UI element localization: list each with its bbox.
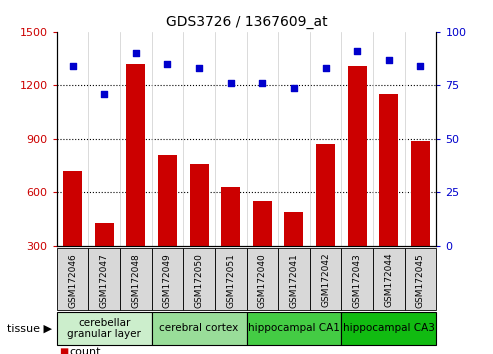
Bar bbox=[316, 144, 335, 246]
Bar bbox=[373, 248, 405, 310]
Bar bbox=[215, 248, 246, 310]
Bar bbox=[341, 248, 373, 310]
Text: hippocampal CA3: hippocampal CA3 bbox=[343, 323, 435, 333]
Text: GSM172050: GSM172050 bbox=[195, 253, 204, 308]
Point bbox=[69, 63, 76, 69]
Text: GSM172045: GSM172045 bbox=[416, 253, 425, 308]
Text: cerebellar
granular layer: cerebellar granular layer bbox=[67, 318, 141, 339]
Text: GSM172047: GSM172047 bbox=[100, 253, 108, 308]
Text: GSM172044: GSM172044 bbox=[385, 253, 393, 307]
Point bbox=[100, 91, 108, 97]
Point bbox=[132, 51, 140, 56]
Bar bbox=[57, 248, 88, 310]
Bar bbox=[189, 164, 209, 246]
Text: GSM172049: GSM172049 bbox=[163, 253, 172, 308]
Bar bbox=[246, 312, 341, 345]
Bar bbox=[126, 64, 145, 246]
Text: count: count bbox=[69, 347, 101, 354]
Bar bbox=[278, 248, 310, 310]
Bar bbox=[95, 223, 113, 246]
Point bbox=[290, 85, 298, 90]
Bar bbox=[246, 248, 278, 310]
Point bbox=[164, 61, 172, 67]
Text: GSM172040: GSM172040 bbox=[258, 253, 267, 308]
Point bbox=[417, 63, 424, 69]
Bar bbox=[348, 66, 367, 246]
Point bbox=[227, 80, 235, 86]
Point bbox=[385, 57, 393, 63]
Bar bbox=[284, 212, 304, 246]
Point bbox=[258, 80, 266, 86]
Text: GSM172048: GSM172048 bbox=[131, 253, 141, 308]
Bar bbox=[253, 200, 272, 246]
Text: ■: ■ bbox=[59, 347, 69, 354]
Bar bbox=[120, 248, 152, 310]
Bar bbox=[221, 187, 240, 246]
Bar bbox=[57, 312, 152, 345]
Bar bbox=[341, 312, 436, 345]
Bar bbox=[183, 248, 215, 310]
Point bbox=[353, 48, 361, 54]
Bar bbox=[310, 248, 341, 310]
Point bbox=[321, 65, 329, 71]
Bar bbox=[152, 248, 183, 310]
Text: GSM172043: GSM172043 bbox=[352, 253, 362, 308]
Text: cerebral cortex: cerebral cortex bbox=[159, 323, 239, 333]
Bar bbox=[405, 248, 436, 310]
Text: tissue ▶: tissue ▶ bbox=[7, 323, 52, 333]
Text: hippocampal CA1: hippocampal CA1 bbox=[248, 323, 340, 333]
Bar bbox=[152, 312, 246, 345]
Text: GSM172046: GSM172046 bbox=[68, 253, 77, 308]
Bar bbox=[88, 248, 120, 310]
Point bbox=[195, 65, 203, 71]
Text: GSM172042: GSM172042 bbox=[321, 253, 330, 307]
Bar bbox=[380, 94, 398, 246]
Text: GSM172041: GSM172041 bbox=[289, 253, 298, 308]
Bar bbox=[158, 155, 177, 246]
Bar bbox=[411, 141, 430, 246]
Title: GDS3726 / 1367609_at: GDS3726 / 1367609_at bbox=[166, 16, 327, 29]
Bar bbox=[63, 171, 82, 246]
Text: GSM172051: GSM172051 bbox=[226, 253, 235, 308]
